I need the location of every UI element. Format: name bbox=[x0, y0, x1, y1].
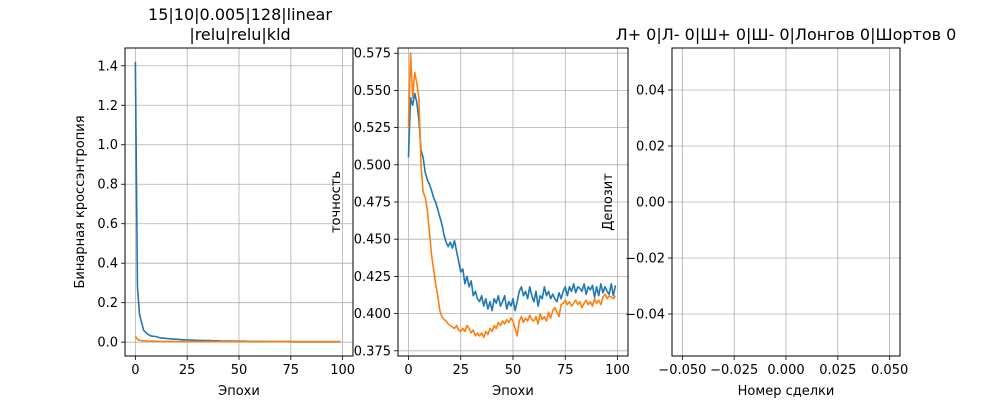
panel-loss-y-ticks: 0.0 0.2 0.4 0.6 0.8 1.0 1.2 1.4 bbox=[97, 59, 125, 351]
panel-loss-y-label: Бинарная кроссэнтропия bbox=[73, 115, 88, 288]
panel-accuracy-x-tick-label: 50 bbox=[505, 363, 522, 378]
panel-accuracy-y-tick-label: 0.525 bbox=[354, 121, 391, 136]
panel-deposit: Л+ 0|Л- 0|Ш+ 0|Ш- 0|Лонгов 0|Шортов 0 −0… bbox=[601, 25, 956, 399]
panel-accuracy-y-ticks: 0.375 0.400 0.425 0.450 0.475 0.500 0.525 0.550… bbox=[354, 47, 398, 359]
panel-deposit-x-ticks: −0.050 −0.025 0.000 0.025 0.050 bbox=[658, 356, 908, 378]
panel-loss-title-line1: 15|10|0.005|128|linear bbox=[148, 5, 332, 24]
panel-deposit-x-tick-label: −0.025 bbox=[710, 363, 758, 378]
panel-accuracy-x-tick-label: 25 bbox=[452, 363, 469, 378]
panel-loss-series bbox=[134, 61, 341, 343]
panel-loss-x-tick-label: 100 bbox=[330, 363, 355, 378]
panel-loss-x-tick-label: 75 bbox=[283, 363, 300, 378]
panel-accuracy-y-tick-label: 0.450 bbox=[354, 233, 391, 248]
panel-loss-y-tick-label: 0.0 bbox=[97, 336, 118, 351]
panel-deposit-y-tick-label: −0.02 bbox=[625, 252, 665, 267]
panel-loss-series-1-line bbox=[134, 61, 341, 343]
panel-accuracy-grid bbox=[398, 48, 628, 356]
panel-deposit-y-ticks: −0.04 −0.02 0.00 0.02 0.04 bbox=[625, 84, 672, 323]
panel-loss-y-tick-label: 0.6 bbox=[97, 217, 118, 232]
panel-accuracy-y-tick-label: 0.500 bbox=[354, 158, 391, 173]
panel-accuracy-series bbox=[407, 52, 617, 339]
panel-accuracy-y-label: точность bbox=[329, 171, 344, 233]
panel-loss-y-tick-label: 1.0 bbox=[97, 138, 118, 153]
panel-loss-y-tick-label: 0.4 bbox=[97, 257, 118, 272]
panel-deposit-x-tick-label: 0.050 bbox=[871, 363, 908, 378]
panel-loss-grid bbox=[125, 48, 353, 356]
panel-accuracy-series-2-line bbox=[407, 52, 617, 339]
panel-accuracy-x-tick-label: 0 bbox=[404, 363, 412, 378]
panel-accuracy-y-tick-label: 0.400 bbox=[354, 307, 391, 322]
panel-loss-x-tick-label: 0 bbox=[131, 363, 139, 378]
panel-deposit-y-tick-label: 0.02 bbox=[636, 140, 665, 155]
panel-accuracy-x-label: Эпохи bbox=[492, 384, 534, 399]
panel-accuracy-series-1-line bbox=[407, 92, 617, 312]
panel-accuracy-x-tick-label: 100 bbox=[605, 363, 630, 378]
panel-deposit-grid bbox=[672, 48, 900, 356]
panel-loss: 15|10|0.005|128|linear |relu|relu|kld 0 2… bbox=[73, 5, 355, 399]
panel-accuracy-y-tick-label: 0.575 bbox=[354, 47, 391, 62]
panel-loss-y-tick-label: 1.2 bbox=[97, 99, 118, 114]
panel-accuracy-y-tick-label: 0.375 bbox=[354, 344, 391, 359]
panel-deposit-x-tick-label: 0.025 bbox=[819, 363, 856, 378]
panel-loss-x-ticks: 0 25 50 75 100 bbox=[131, 356, 355, 378]
panel-deposit-y-tick-label: 0.04 bbox=[636, 84, 665, 99]
panel-loss-y-tick-label: 0.2 bbox=[97, 296, 118, 311]
panel-accuracy-y-tick-label: 0.475 bbox=[354, 196, 391, 211]
panel-loss-title-line2: |relu|relu|kld bbox=[189, 25, 290, 44]
panel-deposit-title: Л+ 0|Л- 0|Ш+ 0|Ш- 0|Лонгов 0|Шортов 0 bbox=[616, 25, 957, 44]
panel-deposit-y-label: Депозит bbox=[601, 173, 616, 231]
panel-accuracy: 0 25 50 75 100 0.375 0.400 0.425 0.450 0.475 0.50… bbox=[329, 47, 630, 399]
panel-deposit-y-tick-label: −0.04 bbox=[625, 308, 665, 323]
panel-accuracy-x-tick-label: 75 bbox=[557, 363, 574, 378]
panel-accuracy-x-ticks: 0 25 50 75 100 bbox=[404, 356, 630, 378]
panel-loss-x-tick-label: 25 bbox=[179, 363, 196, 378]
panel-loss-series-2-line bbox=[134, 335, 341, 343]
panel-deposit-x-tick-label: −0.050 bbox=[658, 363, 706, 378]
panel-accuracy-y-tick-label: 0.550 bbox=[354, 84, 391, 99]
panel-deposit-y-tick-label: 0.00 bbox=[636, 196, 665, 211]
panel-deposit-x-label: Номер сделки bbox=[738, 384, 835, 399]
panel-loss-x-tick-label: 50 bbox=[231, 363, 248, 378]
panel-loss-x-label: Эпохи bbox=[218, 384, 260, 399]
panel-accuracy-y-tick-label: 0.425 bbox=[354, 270, 391, 285]
panel-deposit-x-tick-label: 0.000 bbox=[767, 363, 804, 378]
panel-loss-y-tick-label: 1.4 bbox=[97, 59, 118, 74]
panel-loss-y-tick-label: 0.8 bbox=[97, 178, 118, 193]
